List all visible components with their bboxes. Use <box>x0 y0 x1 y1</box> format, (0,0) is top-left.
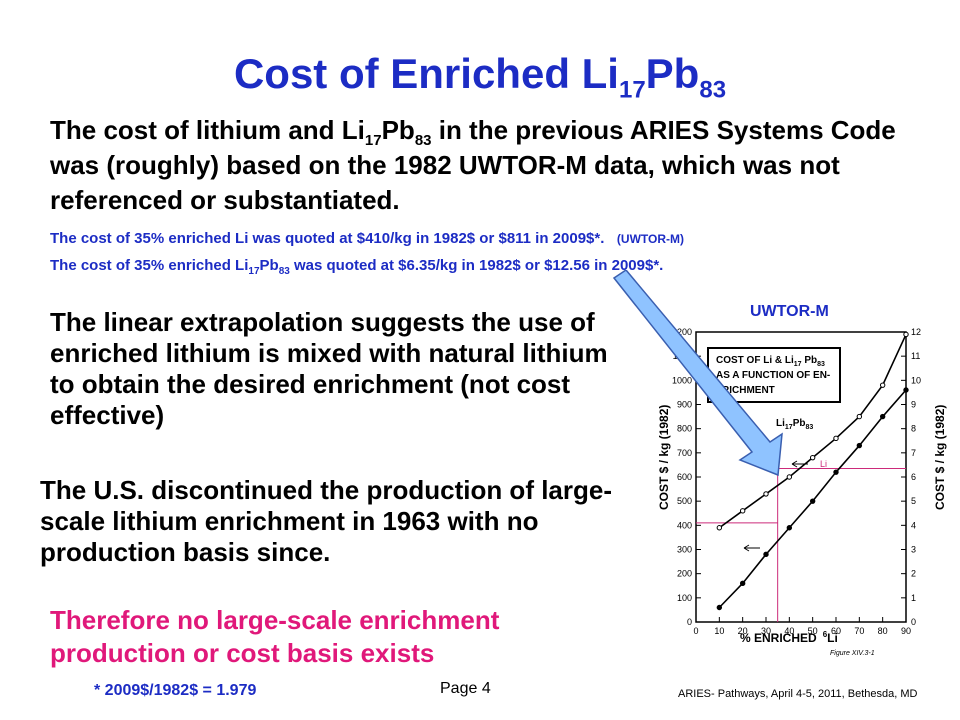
note-li-cost: The cost of 35% enriched Li was quoted a… <box>50 230 684 247</box>
extrapolation-paragraph: The linear extrapolation suggests the us… <box>50 307 608 430</box>
x-tick-label: 40 <box>784 626 794 636</box>
plot-area: 0100200300400500600700800900100011001200… <box>672 327 921 636</box>
x-tick-label: 30 <box>761 626 771 636</box>
right-tick-label: 6 <box>911 472 916 482</box>
arrow-left-icon <box>791 460 808 468</box>
left-tick-label: 300 <box>677 545 692 555</box>
right-tick-label: 10 <box>911 375 921 385</box>
title-subscript-83: 83 <box>699 76 727 104</box>
figure-source-label: UWTOR-M <box>750 303 829 320</box>
left-tick-label: 600 <box>677 472 692 482</box>
left-tick-label: 800 <box>677 424 692 434</box>
conclusion-text: Therefore no large-scale enrichment prod… <box>50 605 500 668</box>
data-point-li <box>739 580 746 587</box>
figure-title-line1: COST OF Li & Li17 Pb83 <box>716 355 825 368</box>
title-text-pb: Pb <box>645 50 700 97</box>
left-tick-label: 400 <box>677 520 692 530</box>
note-lipb-subscript-17: 17 <box>248 266 260 277</box>
left-tick-label: 100 <box>677 593 692 603</box>
curve-label-li: Li <box>820 459 827 469</box>
figure-title-line2: AS A FUNCTION OF EN- <box>716 370 830 381</box>
event-footer: ARIES- Pathways, April 4-5, 2011, Bethes… <box>678 688 918 700</box>
footnote: * 2009$/1982$ = 1.979 <box>94 682 257 699</box>
intro-subscript-17: 17 <box>364 132 382 150</box>
data-point-li <box>763 551 769 558</box>
data-point-li <box>879 413 886 420</box>
right-tick-label: 11 <box>911 351 920 361</box>
note-source-tag: (UWTOR-M) <box>616 232 685 246</box>
right-tick-label: 4 <box>911 520 916 530</box>
intro-text-a: The cost of lithium and Li <box>50 115 365 145</box>
x-tick-label: 70 <box>854 626 864 636</box>
slide-title: Cost of Enriched Li17Pb83 <box>0 50 960 104</box>
x-tick-label: 20 <box>738 626 748 636</box>
figure-caption: Figure XIV.3-1 <box>830 650 875 657</box>
x-tick-label: 10 <box>714 626 724 636</box>
figure-title-line3: RICHMENT <box>722 385 775 396</box>
note-lipb-cost: The cost of 35% enriched Li17Pb83 was qu… <box>50 257 664 277</box>
right-tick-label: 8 <box>911 424 916 434</box>
left-tick-label: 900 <box>677 400 692 410</box>
right-tick-label: 9 <box>911 400 916 410</box>
x-tick-label: 90 <box>901 626 911 636</box>
left-tick-label: 0 <box>687 617 692 627</box>
data-point-lipb <box>879 382 886 388</box>
right-tick-label: 0 <box>911 617 916 627</box>
x-axis-label: % ENRICHED 6Li <box>740 630 838 645</box>
left-axis-ticks: 0100200300400500600700800900100011001200 <box>672 327 701 627</box>
left-tick-label: 500 <box>677 496 692 506</box>
data-point-li <box>786 525 793 531</box>
data-point-lipb <box>809 454 816 461</box>
title-text: Cost of Enriched Li <box>233 50 619 97</box>
data-point-lipb <box>786 474 793 480</box>
right-tick-label: 5 <box>911 496 916 506</box>
left-tick-label: 200 <box>677 569 692 579</box>
intro-text-c: in the previous ARIES Systems Code was (… <box>50 115 896 215</box>
intro-subscript-83: 83 <box>414 132 432 150</box>
left-tick-label: 1200 <box>672 327 692 337</box>
data-point-lipb <box>856 413 863 420</box>
note-li-cost-text: The cost of 35% enriched Li was quoted a… <box>50 230 605 247</box>
right-tick-label: 3 <box>911 545 916 555</box>
title-subscript-17: 17 <box>618 76 646 104</box>
arrow-left-icon <box>743 544 760 552</box>
production-paragraph: The U.S. discontinued the production of … <box>40 475 612 567</box>
cost-chart: 0100200300400500600700800900100011001200… <box>612 270 947 657</box>
note-lipb-text-c: was quoted at $6.35/kg in 1982$ or $12.5… <box>289 257 664 274</box>
data-point-li <box>856 442 863 449</box>
x-tick-label: 0 <box>693 626 698 636</box>
data-point-lipb <box>903 331 909 338</box>
data-point-lipb <box>739 508 746 514</box>
intro-paragraph: The cost of lithium and Li17Pb83 in the … <box>50 113 950 218</box>
data-point-lipb <box>716 525 723 531</box>
page-number: Page 4 <box>440 680 491 697</box>
figure-title-box <box>707 347 841 403</box>
note-lipb-text-a: The cost of 35% enriched Li <box>50 257 249 274</box>
right-tick-label: 12 <box>911 327 921 337</box>
data-point-li <box>809 498 816 504</box>
callout-arrow-icon <box>612 270 783 477</box>
data-point-li <box>903 387 909 393</box>
right-tick-label: 1 <box>911 593 916 603</box>
left-tick-label: 700 <box>677 448 692 458</box>
series-points <box>716 331 909 611</box>
intro-text-b: Pb <box>381 115 415 145</box>
data-point-li <box>716 604 723 611</box>
data-point-lipb <box>763 491 769 497</box>
x-axis-ticks: 0 10 20 30 40 50 60 70 80 90 <box>693 617 911 636</box>
x-tick-label: 60 <box>831 626 841 636</box>
x-tick-label: 50 <box>808 626 818 636</box>
note-lipb-text-b: Pb <box>259 257 279 274</box>
right-tick-label: 2 <box>911 569 916 579</box>
curve-label-lipb: Li17Pb83 <box>776 418 813 431</box>
right-tick-label: 7 <box>911 448 916 458</box>
left-tick-label: 1000 <box>672 375 692 385</box>
left-axis-label: COST $ / kg (1982) <box>657 405 671 510</box>
note-lipb-subscript-83: 83 <box>278 266 290 277</box>
x-tick-label: 80 <box>878 626 888 636</box>
right-axis-label: COST $ / kg (1982) <box>933 405 947 510</box>
data-point-li <box>833 469 839 475</box>
data-point-lipb <box>833 435 839 442</box>
